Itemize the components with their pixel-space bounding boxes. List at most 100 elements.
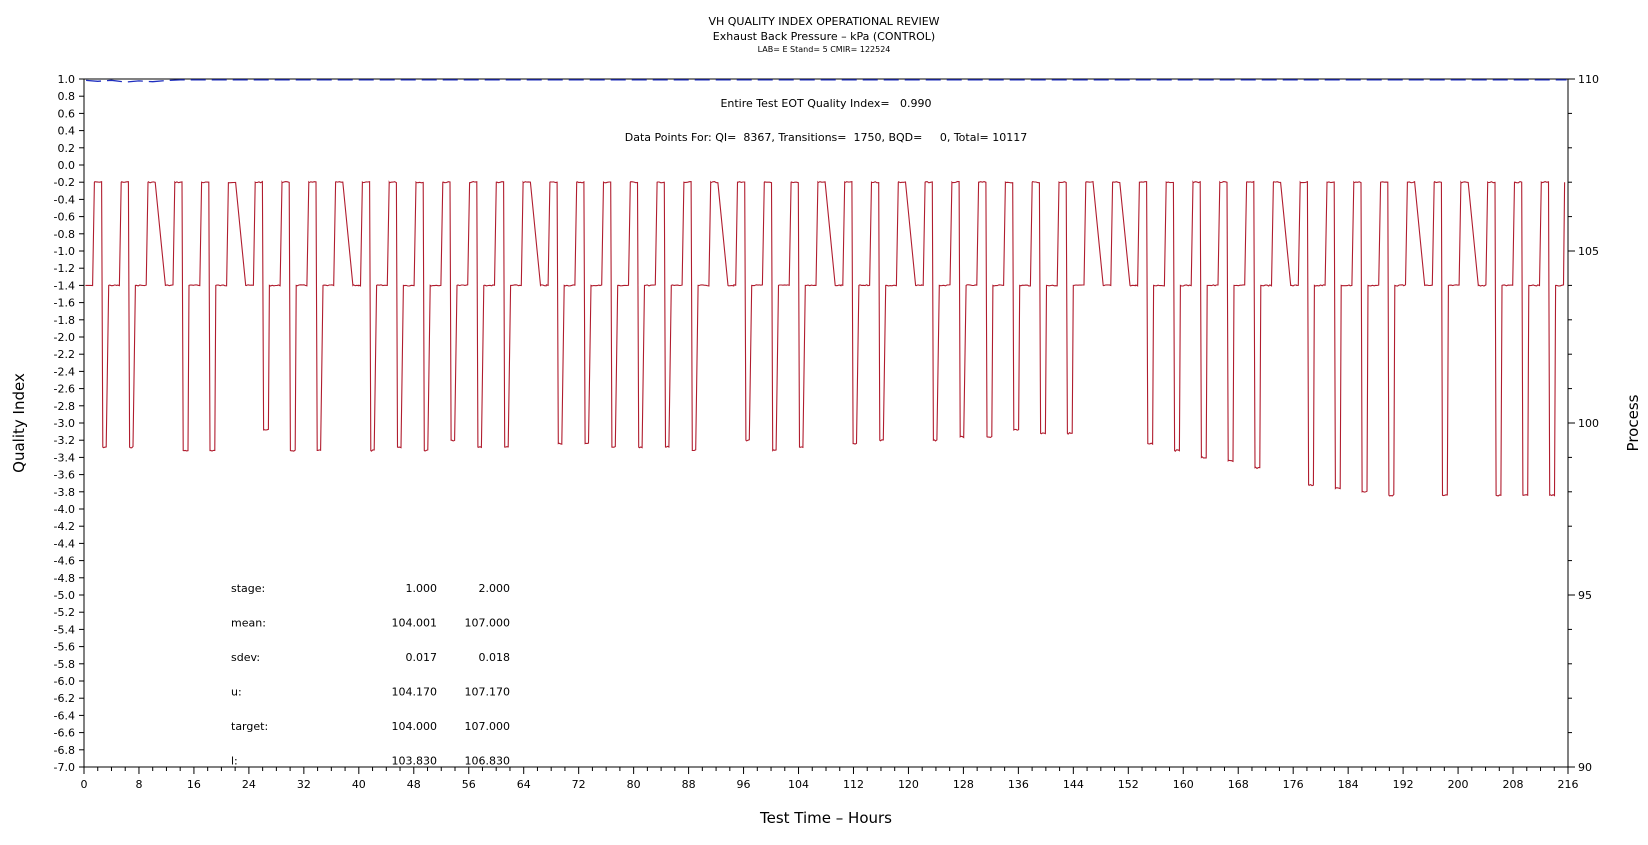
x-tick-label: 120	[898, 778, 919, 791]
x-tick-label: 56	[462, 778, 476, 791]
y2-axis-label: Process	[1624, 394, 1642, 451]
stats-row-label: sdev:	[231, 651, 260, 664]
x-tick-label: 144	[1063, 778, 1084, 791]
x-tick-label: 72	[572, 778, 586, 791]
y-tick-label: -2.0	[54, 331, 75, 344]
y-tick-label: -4.6	[54, 555, 75, 568]
y-tick-label: -5.2	[54, 606, 75, 619]
stats-row-label: stage:	[231, 582, 265, 595]
x-tick-label: 176	[1283, 778, 1304, 791]
eot-quality-index-text: Entire Test EOT Quality Index= 0.990	[720, 97, 931, 110]
stats-row-stage1-value: 104.000	[392, 720, 438, 733]
x-axis-ticks: 0 8 16 24 32 40 48 56 64 72 80 88 96 104 112 120 128 136 1…	[81, 767, 1579, 791]
y-tick-label: -5.8	[54, 658, 75, 671]
y-tick-label: -3.4	[54, 451, 75, 464]
x-tick-label: 168	[1228, 778, 1249, 791]
x-tick-label: 184	[1338, 778, 1359, 791]
y-tick-label: -1.0	[54, 245, 75, 258]
y2-tick-label: 105	[1578, 245, 1599, 258]
y-tick-label: -0.2	[54, 176, 75, 189]
y2-tick-label: 110	[1578, 73, 1599, 86]
x-tick-label: 136	[1008, 778, 1029, 791]
x-tick-label: 64	[517, 778, 531, 791]
y-axis-label: Quality Index	[10, 373, 28, 473]
stats-row-stage2-value: 107.170	[465, 686, 511, 699]
stats-row-stage1-value: 0.017	[406, 651, 438, 664]
x-tick-label: 112	[843, 778, 864, 791]
y-tick-label: -1.2	[54, 262, 75, 275]
x-tick-label: 48	[407, 778, 421, 791]
y-tick-label: -4.8	[54, 572, 75, 585]
stats-row-stage2-value: 107.000	[465, 720, 511, 733]
plot-frame	[83, 78, 1569, 768]
y-tick-label: -6.8	[54, 744, 75, 757]
y-tick-label: -2.8	[54, 400, 75, 413]
y-axis-ticks: 1.0 0.8 0.6 0.4 0.2 0.0 -0.2 -0.4 -0.6 -0.8 -1.0 -1…	[54, 73, 84, 774]
y-tick-label: -1.4	[54, 279, 75, 292]
y-tick-label: -2.2	[54, 348, 75, 361]
y-tick-label: -0.8	[54, 228, 75, 241]
y-tick-label: -5.4	[54, 623, 75, 636]
stats-row-stage1-value: 103.830	[392, 755, 438, 768]
y-tick-label: -6.6	[54, 727, 75, 740]
x-tick-label: 32	[297, 778, 311, 791]
y-tick-label: -4.0	[54, 503, 75, 516]
stats-row-label: mean:	[231, 617, 266, 630]
x-tick-label: 8	[135, 778, 142, 791]
x-tick-label: 128	[953, 778, 974, 791]
y-tick-label: -7.0	[54, 761, 75, 774]
x-tick-label: 160	[1173, 778, 1194, 791]
stats-table: stage: 1.000 2.000 mean: 104.001 107.000 sdev:…	[231, 582, 510, 768]
process-series-line	[85, 180, 1566, 497]
y-tick-label: -3.6	[54, 469, 75, 482]
y2-tick-label: 100	[1578, 417, 1599, 430]
y2-tick-label: 90	[1578, 761, 1592, 774]
x-tick-label: 80	[627, 778, 641, 791]
y-tick-label: 0.0	[58, 159, 76, 172]
y-tick-label: -4.4	[54, 537, 75, 550]
y2-tick-label: 95	[1578, 589, 1592, 602]
x-tick-label: 208	[1503, 778, 1524, 791]
stats-row-label: target:	[231, 720, 268, 733]
x-tick-label: 216	[1558, 778, 1579, 791]
y-tick-label: 0.8	[58, 90, 76, 103]
y-tick-label: -3.2	[54, 434, 75, 447]
y-tick-label: -6.0	[54, 675, 75, 688]
chart-subtitle: Exhaust Back Pressure – kPa (CONTROL)	[713, 30, 935, 43]
y-tick-label: 0.2	[58, 142, 76, 155]
y-tick-label: -3.8	[54, 486, 75, 499]
data-points-text: Data Points For: QI= 8367, Transitions= …	[625, 131, 1027, 144]
stats-row-label: u:	[231, 686, 242, 699]
stats-row-stage2-value: 0.018	[479, 651, 511, 664]
y-tick-label: -3.0	[54, 417, 75, 430]
y-tick-label: 0.4	[58, 125, 76, 138]
stats-row-stage2-value: 2.000	[479, 582, 511, 595]
chart-title: VH QUALITY INDEX OPERATIONAL REVIEW	[708, 15, 939, 28]
y-tick-label: 1.0	[58, 73, 76, 86]
x-tick-label: 16	[187, 778, 201, 791]
stats-row-stage1-value: 104.001	[392, 617, 438, 630]
quality-index-series-line	[86, 79, 1567, 83]
y-tick-label: -4.2	[54, 520, 75, 533]
y-tick-label: -0.6	[54, 211, 75, 224]
stats-row-stage2-value: 107.000	[465, 617, 511, 630]
y-tick-label: -5.0	[54, 589, 75, 602]
y-tick-label: -6.2	[54, 692, 75, 705]
y-tick-label: -6.4	[54, 709, 75, 722]
stats-row-stage1-value: 104.170	[392, 686, 438, 699]
x-tick-label: 200	[1448, 778, 1469, 791]
stats-row-label: l:	[231, 755, 238, 768]
x-tick-label: 152	[1118, 778, 1139, 791]
x-tick-label: 24	[242, 778, 256, 791]
y2-axis-ticks: 110 105 100 95 90	[1568, 73, 1599, 774]
y-tick-label: -1.6	[54, 297, 75, 310]
stats-row-stage1-value: 1.000	[406, 582, 438, 595]
y-tick-label: 0.6	[58, 107, 76, 120]
x-tick-label: 192	[1393, 778, 1414, 791]
x-tick-label: 0	[81, 778, 88, 791]
x-tick-label: 104	[788, 778, 809, 791]
y-tick-label: -1.8	[54, 314, 75, 327]
y-tick-label: -2.6	[54, 383, 75, 396]
x-tick-label: 88	[682, 778, 696, 791]
